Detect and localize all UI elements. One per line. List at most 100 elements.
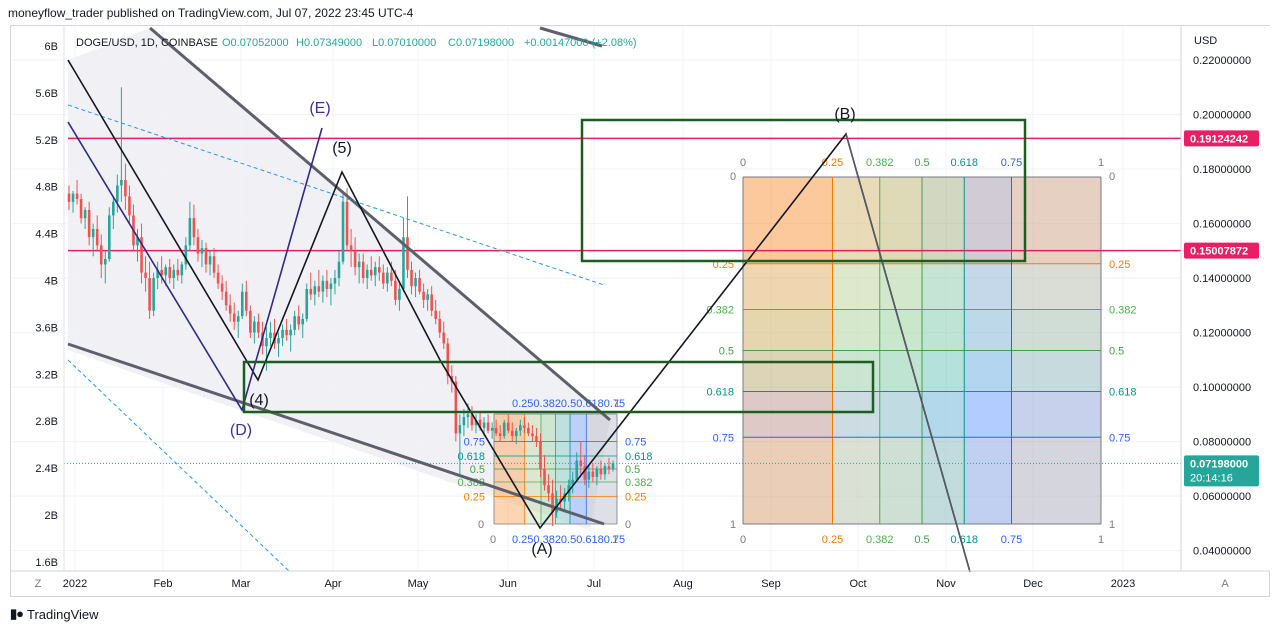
- candle-body: [116, 185, 119, 202]
- x-axis-tick: Nov: [936, 578, 956, 590]
- candle-body: [382, 272, 385, 284]
- candle-body: [128, 196, 131, 216]
- candle-body: [410, 269, 413, 287]
- tradingview-mark-icon: ▮●: [10, 606, 24, 621]
- candle-body: [442, 332, 446, 344]
- right-axis-tick: 0.14000000: [1193, 273, 1251, 285]
- fib-small-bottom-labels: 0.250.3820.50.6180.75: [512, 534, 625, 546]
- fib-large-top-label: 0.25: [822, 157, 843, 169]
- right-axis-tick: 0.04000000: [1193, 546, 1251, 558]
- candle-body: [333, 278, 337, 284]
- left-axis-tick: 4B: [45, 276, 58, 288]
- symbol-name: DOGE/USD, 1D, COINBASE: [76, 37, 218, 49]
- left-axis-tick: 6B: [45, 41, 58, 53]
- fib-retracement-large: 000.250.250.25 0.250.3820.3820.382 0.3820.…: [706, 157, 1136, 546]
- wave-label: (E): [309, 100, 330, 117]
- left-axis-tick: 3.2B: [35, 369, 58, 381]
- right-axis: USD 0.22000000 0.20000000 0.18000000 0.16000…: [1180, 26, 1270, 571]
- fib-large-right-label: 0.75: [1109, 432, 1130, 444]
- candle-body: [406, 237, 409, 270]
- candle-body: [603, 466, 607, 475]
- tradingview-logo[interactable]: ▮● TradingView: [10, 606, 99, 622]
- candle-body: [265, 338, 268, 347]
- change-value: +0.00147000 (+2.08%): [524, 37, 637, 49]
- candle-body: [232, 313, 236, 322]
- fib-large-left-label: 0.618: [706, 386, 734, 398]
- candle-body: [285, 329, 288, 336]
- candle-body: [200, 248, 204, 254]
- current-price-label-text: 0.07198000: [1190, 458, 1248, 470]
- fib-small-left-label: 0.25: [464, 492, 485, 504]
- candle-body: [257, 321, 260, 333]
- candle-body: [514, 430, 518, 437]
- candle-body: [289, 329, 292, 336]
- candle-body: [591, 471, 595, 477]
- price-label-text: 0.19124242: [1190, 133, 1248, 145]
- candle-body: [71, 193, 75, 202]
- candle-body: [523, 425, 526, 428]
- candle-body: [535, 436, 538, 442]
- channel-upper-line: [149, 26, 611, 422]
- fib-large-left-label: 0.75: [713, 432, 734, 444]
- candle-body: [188, 218, 192, 246]
- fib-small-top-labels: 0.250.3820.50.6180.75: [512, 398, 625, 410]
- candle-body: [253, 321, 256, 333]
- left-axis-tick: 2.4B: [35, 463, 58, 475]
- fib-small-left-label: 0.75: [464, 437, 485, 449]
- fib-large-top-label: 0.5: [914, 157, 929, 169]
- x-axis-tick: Feb: [154, 578, 173, 590]
- candle-body: [192, 218, 196, 238]
- x-axis-tick: Apr: [324, 578, 341, 590]
- current-price-label-bg: [1184, 455, 1259, 487]
- wave-labels: (E) (5) (4) (D) (A) (B): [230, 100, 856, 558]
- candle-body: [168, 267, 172, 279]
- fib-large-bottom-label: 0.382: [866, 534, 894, 546]
- fib-large-top-label: 0: [740, 157, 746, 169]
- abcde-wave-path: [67, 121, 323, 412]
- scale-button-a: A: [1221, 578, 1229, 590]
- right-axis-tick: 0.20000000: [1193, 110, 1251, 122]
- candle-body: [462, 417, 466, 426]
- fib-retracement-small: 0.25 0.250.382 0.3820.5 0.50.618 0.6180.75 0.…: [457, 398, 652, 546]
- candle-body: [607, 466, 611, 469]
- candle-body: [539, 441, 542, 469]
- fib-large-right-label: 0.25: [1109, 259, 1130, 271]
- high-value: H0.07349000: [296, 37, 362, 49]
- right-axis-tick: 0.22000000: [1193, 55, 1251, 67]
- candle-body: [337, 261, 341, 279]
- price-label-bg: [1184, 130, 1259, 147]
- candle-body: [458, 425, 462, 434]
- candle-body: [321, 280, 325, 292]
- candle-body: [426, 294, 429, 300]
- candle-body: [236, 316, 240, 322]
- candle-body: [317, 286, 321, 292]
- x-axis-tick: Jun: [499, 578, 517, 590]
- candle-body: [281, 329, 284, 339]
- candle-body: [482, 422, 486, 428]
- candle-body: [220, 283, 224, 292]
- candle-body: [103, 258, 107, 265]
- candle-body: [466, 414, 470, 418]
- x-axis-tick: 2023: [1111, 578, 1135, 590]
- candle-body: [212, 256, 216, 273]
- fib-large-bottom-label: 0: [740, 534, 746, 546]
- scale-button-z: Z: [35, 578, 42, 590]
- candle-body: [349, 245, 353, 251]
- left-axis-tick: 3.6B: [35, 322, 58, 334]
- candle-body: [571, 479, 575, 486]
- price-label-bg: [1184, 242, 1259, 259]
- fib-large-top-label: 0.75: [1001, 157, 1022, 169]
- fib-small-bottom-label: 0: [490, 534, 496, 546]
- fib-small-right-label: 0.382: [625, 477, 653, 489]
- fib-large-right-label: 0: [1109, 171, 1115, 183]
- candle-body: [124, 179, 127, 197]
- candle-body: [579, 460, 583, 467]
- candle-body: [79, 199, 83, 219]
- candle-body: [583, 466, 587, 480]
- candle-body: [99, 245, 103, 265]
- candle-body: [341, 201, 345, 262]
- dashed-trendline-lower: [67, 359, 291, 573]
- fib-small-right-label: 0.25: [625, 492, 646, 504]
- candle-body: [91, 229, 95, 238]
